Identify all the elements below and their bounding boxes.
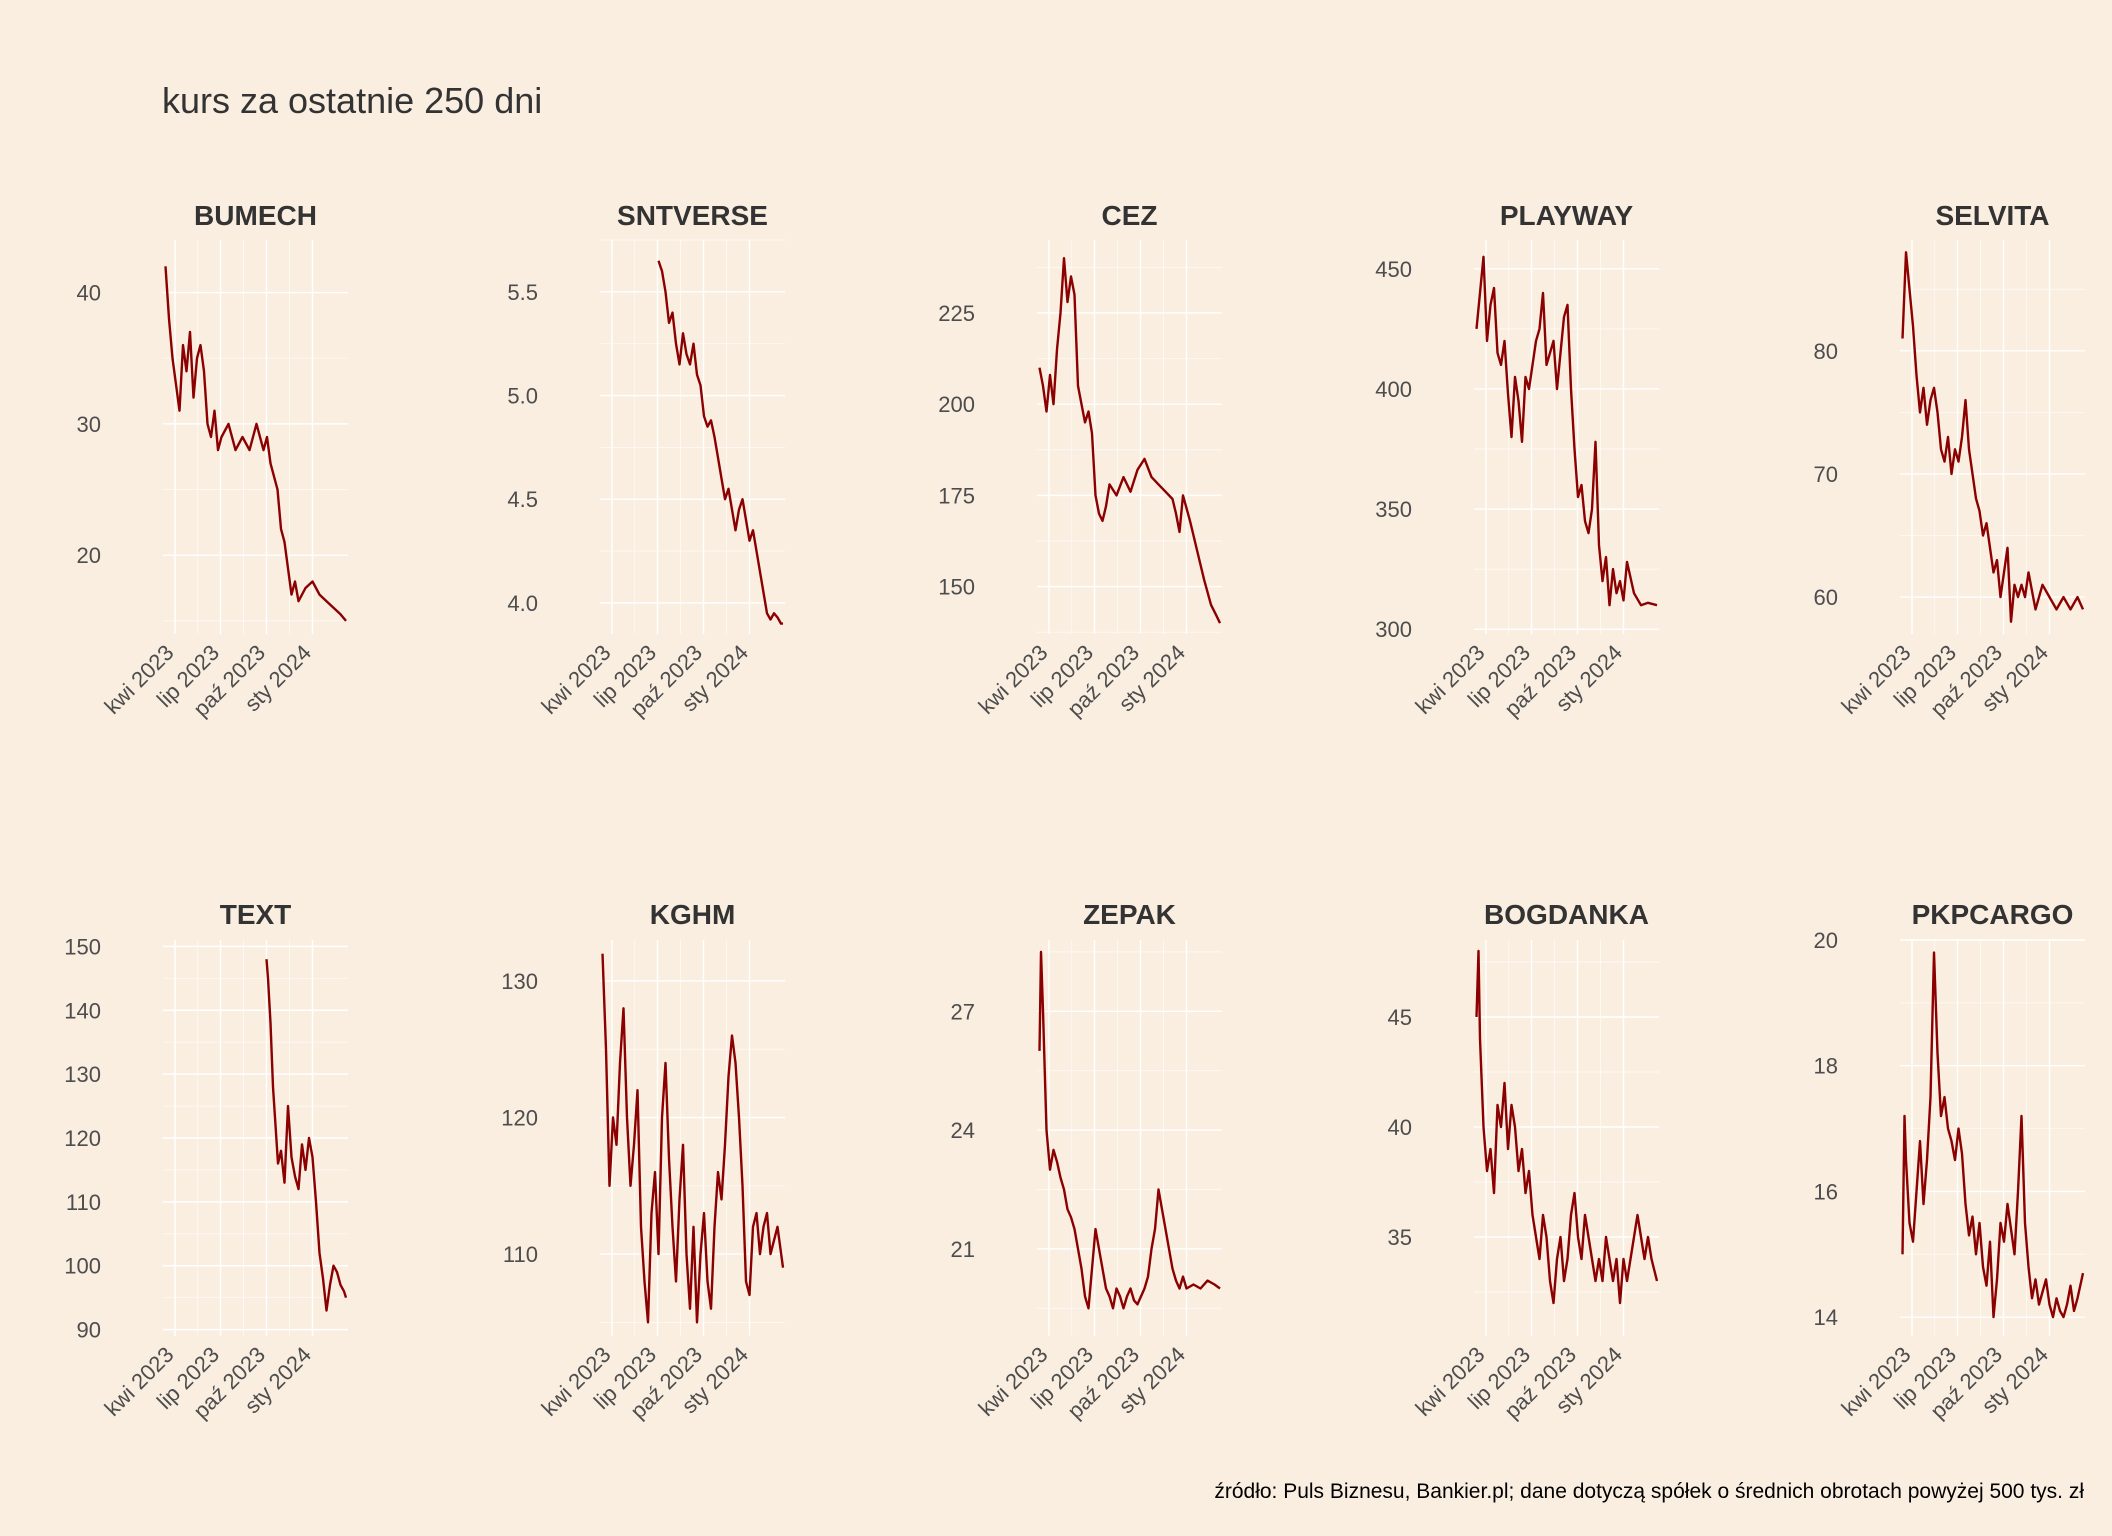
y-tick-label: 60: [1814, 585, 1838, 610]
y-tick-label: 40: [1388, 1115, 1412, 1140]
series-line: [1901, 251, 2085, 623]
y-tick-label: 16: [1814, 1179, 1838, 1204]
y-tick-label: 70: [1814, 462, 1838, 487]
y-tick-label: 120: [501, 1106, 538, 1131]
y-tick-label: 5.0: [507, 384, 538, 409]
source-caption: źródło: Puls Biznesu, Bankier.pl; dane d…: [1214, 1480, 2084, 1503]
series-line: [1901, 951, 2085, 1319]
y-tick-label: 200: [938, 392, 975, 417]
facet-title: PLAYWAY: [1500, 200, 1634, 231]
y-tick-label: 140: [64, 998, 101, 1023]
series-line: [1038, 257, 1222, 624]
y-tick-label: 20: [1814, 928, 1838, 953]
series-line: [1475, 949, 1659, 1305]
facet-title: ZEPAK: [1083, 899, 1176, 930]
series-line: [1038, 950, 1221, 1310]
y-tick-label: 300: [1375, 617, 1412, 642]
facet-title: BUMECH: [194, 200, 317, 231]
y-tick-label: 130: [64, 1062, 101, 1087]
y-tick-label: 40: [77, 281, 101, 306]
y-tick-label: 400: [1375, 377, 1412, 402]
y-tick-label: 450: [1375, 257, 1412, 282]
facet-title: PKPCARGO: [1912, 899, 2074, 930]
y-tick-label: 100: [64, 1254, 101, 1279]
y-tick-label: 30: [77, 412, 101, 437]
y-tick-label: 45: [1388, 1005, 1412, 1030]
y-tick-label: 110: [503, 1242, 538, 1267]
y-tick-label: 150: [938, 575, 975, 600]
facet-title: SNTVERSE: [617, 200, 768, 231]
y-tick-label: 20: [77, 543, 101, 568]
y-tick-label: 120: [64, 1126, 101, 1151]
y-tick-label: 150: [64, 934, 101, 959]
series-line: [601, 953, 785, 1324]
y-tick-label: 27: [951, 999, 975, 1024]
y-tick-label: 175: [938, 483, 975, 508]
y-tick-label: 130: [501, 969, 538, 994]
y-tick-label: 14: [1814, 1305, 1838, 1330]
y-tick-label: 225: [938, 301, 975, 326]
y-tick-label: 24: [951, 1118, 975, 1143]
series-line: [1475, 255, 1658, 607]
series-line: [657, 260, 783, 625]
y-tick-label: 21: [951, 1237, 975, 1262]
facet-title: TEXT: [220, 899, 292, 930]
facet-title: BOGDANKA: [1484, 899, 1649, 930]
y-tick-label: 18: [1814, 1054, 1838, 1079]
y-tick-label: 5.5: [507, 280, 538, 305]
y-tick-label: 80: [1814, 339, 1838, 364]
series-line: [265, 959, 348, 1312]
y-tick-label: 90: [77, 1318, 101, 1343]
chart-title: kurs za ostatnie 250 dni: [162, 80, 543, 121]
y-tick-label: 110: [66, 1190, 101, 1215]
facet-title: SELVITA: [1935, 200, 2049, 231]
y-tick-label: 35: [1388, 1225, 1412, 1250]
series-line: [164, 266, 347, 622]
y-tick-label: 4.5: [507, 487, 538, 512]
facet-title: KGHM: [650, 899, 736, 930]
y-tick-label: 4.0: [507, 591, 538, 616]
y-tick-label: 350: [1375, 497, 1412, 522]
facet-title: CEZ: [1102, 200, 1158, 231]
